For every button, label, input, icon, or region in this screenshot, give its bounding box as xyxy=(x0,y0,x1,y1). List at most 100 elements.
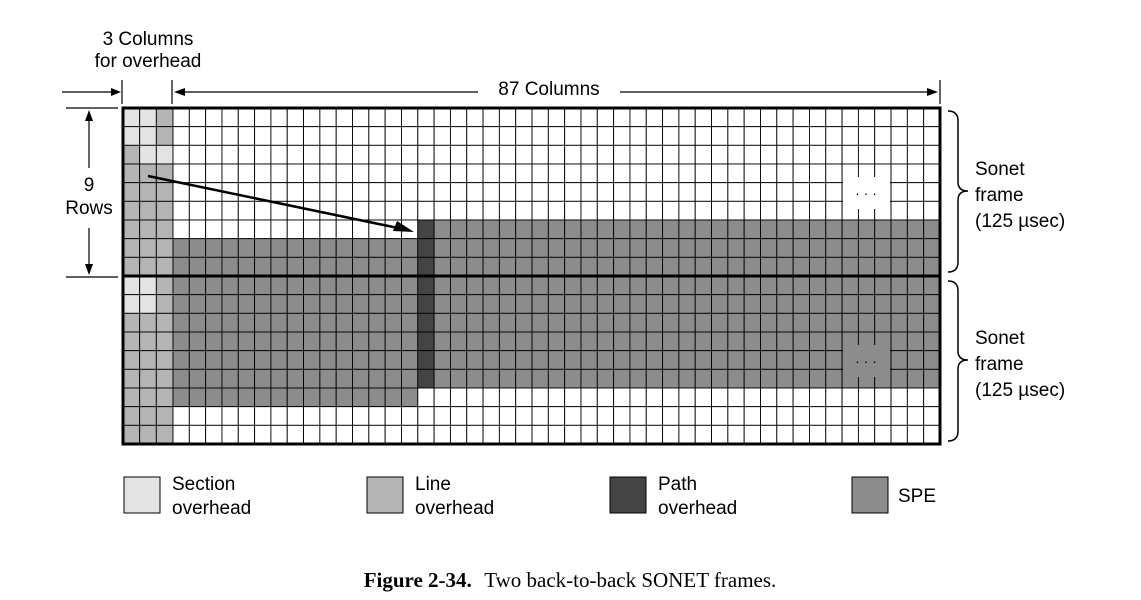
grid-cell xyxy=(433,294,451,314)
grid-cell xyxy=(237,406,256,426)
payload-columns-dimension xyxy=(174,80,941,104)
grid-cell xyxy=(743,182,761,202)
grid-cell xyxy=(401,182,419,202)
grid-cell xyxy=(694,200,712,221)
grid-cell xyxy=(466,163,484,184)
grid-cell xyxy=(482,200,500,221)
grid-cell xyxy=(335,219,353,240)
grid-cell xyxy=(841,256,859,277)
grid-cell xyxy=(401,424,419,445)
grid-cell xyxy=(906,312,925,333)
grid-cell xyxy=(139,238,157,258)
grid-cell xyxy=(760,256,778,277)
grid-cell xyxy=(678,144,696,165)
grid-cell xyxy=(205,312,223,333)
grid-cell xyxy=(319,182,337,202)
grid-cell xyxy=(629,107,647,128)
grid-cell xyxy=(205,256,223,277)
grid-cell xyxy=(303,387,321,408)
grid-cell xyxy=(645,331,664,352)
grid-cell xyxy=(352,182,370,202)
legend-line-line1: Line xyxy=(415,474,451,495)
grid-cell xyxy=(221,331,239,352)
grid-cell xyxy=(352,275,370,296)
grid-cell xyxy=(727,331,745,352)
grid-cell xyxy=(711,312,729,333)
grid-cell xyxy=(809,144,827,165)
rows-label-line1: 9 xyxy=(84,175,95,196)
grid-cell xyxy=(515,219,533,240)
grid-cell xyxy=(596,238,615,258)
grid-cell xyxy=(760,219,778,240)
grid-cell xyxy=(205,200,223,221)
grid-cell xyxy=(498,294,517,314)
grid-cell xyxy=(417,350,435,370)
grid-cell xyxy=(727,182,745,202)
grid-cell xyxy=(303,406,321,426)
grid-cell xyxy=(368,312,386,333)
grid-cell xyxy=(155,331,174,352)
grid-cell xyxy=(792,312,810,333)
grid-cell xyxy=(890,126,908,146)
grid-cell xyxy=(825,331,843,352)
grid-cell xyxy=(596,350,615,370)
grid-cell xyxy=(906,331,925,352)
grid-cell xyxy=(629,126,647,146)
grid-cell xyxy=(368,144,386,165)
grid-cell xyxy=(874,387,892,408)
grid-cell xyxy=(825,182,843,202)
grid-cell xyxy=(694,163,712,184)
grid-cell xyxy=(122,368,141,389)
grid-cell xyxy=(188,219,207,240)
grid-cell xyxy=(270,144,288,165)
grid-cell xyxy=(122,256,141,277)
grid-cell xyxy=(286,406,305,426)
grid-cell xyxy=(303,424,321,445)
grid-cell xyxy=(155,107,174,128)
grid-cell xyxy=(531,424,549,445)
grid-cell xyxy=(547,200,566,221)
grid-cell xyxy=(809,219,827,240)
grid-cell xyxy=(352,424,370,445)
grid-cell xyxy=(515,387,533,408)
grid-cell xyxy=(792,107,810,128)
grid-cell xyxy=(417,387,435,408)
caption-label: Figure 2-34. xyxy=(364,568,472,592)
grid-cell xyxy=(792,387,810,408)
grid-cell xyxy=(809,275,827,296)
grid-cell xyxy=(498,368,517,389)
grid-cell xyxy=(172,126,190,146)
grid-cell xyxy=(678,200,696,221)
grid-cell xyxy=(270,126,288,146)
grid-cell xyxy=(694,294,712,314)
grid-cell xyxy=(596,331,615,352)
grid-cell xyxy=(205,424,223,445)
grid-cell xyxy=(172,256,190,277)
grid-cell xyxy=(711,387,729,408)
grid-cell xyxy=(662,163,680,184)
grid-cell xyxy=(564,387,582,408)
grid-cell xyxy=(906,368,925,389)
legend-swatch-path xyxy=(609,476,647,514)
grid-cell xyxy=(760,312,778,333)
grid-cell xyxy=(825,107,843,128)
grid-cell xyxy=(139,126,157,146)
grid-cell xyxy=(629,331,647,352)
grid-cell xyxy=(254,406,272,426)
grid-cell xyxy=(596,126,615,146)
grid-cell xyxy=(466,200,484,221)
legend-line-line2: overhead xyxy=(415,498,494,519)
grid-cell xyxy=(547,350,566,370)
grid-cell xyxy=(188,350,207,370)
grid-cell xyxy=(580,406,598,426)
grid-cell xyxy=(335,182,353,202)
grid-cell xyxy=(466,350,484,370)
grid-cell xyxy=(906,238,925,258)
grid-cell xyxy=(857,387,876,408)
grid-cell xyxy=(711,126,729,146)
grid-cell xyxy=(890,294,908,314)
grid-cell xyxy=(792,350,810,370)
grid-cell xyxy=(352,107,370,128)
grid-cell xyxy=(874,238,892,258)
